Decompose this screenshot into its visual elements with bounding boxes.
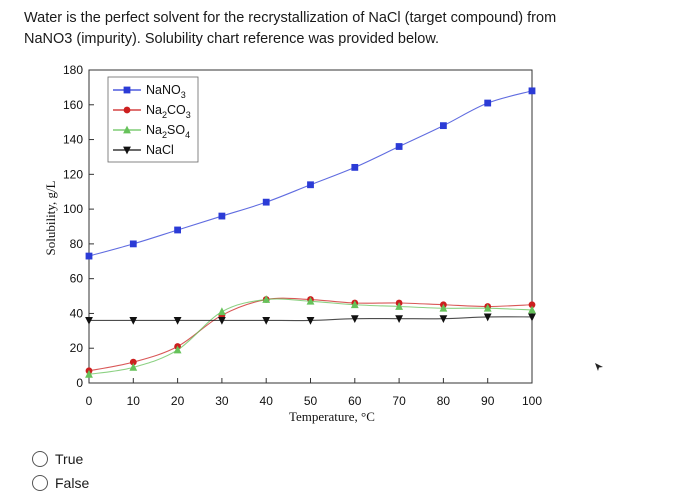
legend-label-part: 2 <box>162 110 167 120</box>
y-tick-label: 120 <box>63 167 83 181</box>
y-tick-label: 140 <box>63 133 83 147</box>
data-point-nacl <box>528 313 536 322</box>
x-tick-label: 60 <box>348 394 362 408</box>
data-point-na2so4 <box>528 305 536 314</box>
data-point-nacl <box>129 317 138 325</box>
y-tick-label: 20 <box>70 341 84 355</box>
x-tick-label: 20 <box>171 394 185 408</box>
data-point-nacl <box>395 315 403 324</box>
series-line-na2co3 <box>88 297 533 372</box>
y-tick-label: 80 <box>70 237 84 251</box>
legend-marker-nano3 <box>123 86 131 94</box>
data-point-nano3 <box>218 212 226 220</box>
legend-label-na2co3: Na2CO3 <box>146 103 191 120</box>
legend-marker-nacl <box>123 146 131 155</box>
data-point-na2co3 <box>129 358 137 366</box>
y-tick-label: 40 <box>70 306 84 320</box>
answer-options: True False <box>32 447 89 495</box>
legend-marker-na2co3 <box>123 106 131 114</box>
legend-label-part: SO <box>167 123 185 137</box>
mouse-cursor-icon <box>595 363 603 371</box>
question-text: Water is the perfect solvent for the rec… <box>24 10 557 47</box>
data-point-nano3 <box>351 163 359 171</box>
legend-label-part: Na <box>146 103 162 117</box>
data-point-nano3 <box>85 252 93 260</box>
data-point-nacl <box>218 317 226 325</box>
option-false-label: False <box>55 475 90 491</box>
legend-label-part: 4 <box>185 130 190 140</box>
legend-label-part: 2 <box>162 130 167 140</box>
data-point-nacl <box>173 317 182 325</box>
y-tick-label: 0 <box>76 376 83 390</box>
legend-label-nano3: NaNO3 <box>146 83 186 100</box>
radio-false[interactable] <box>32 475 48 491</box>
data-point-na2so4 <box>306 296 315 305</box>
legend-label-na2so4: Na2SO4 <box>146 123 190 140</box>
x-tick-label: 10 <box>127 394 141 408</box>
y-tick-label: 180 <box>63 63 83 77</box>
option-false[interactable]: False <box>32 471 89 495</box>
x-tick-label: 50 <box>304 394 318 408</box>
x-tick-label: 70 <box>392 394 406 408</box>
legend-label-part: NaNO <box>146 83 181 97</box>
data-point-nacl <box>439 315 448 324</box>
legend-label-part: Na <box>146 123 162 137</box>
option-true-label: True <box>55 451 84 467</box>
data-point-na2so4 <box>483 303 492 312</box>
data-point-nano3 <box>174 226 181 234</box>
data-point-na2so4 <box>129 362 138 371</box>
data-point-nano3 <box>307 181 314 189</box>
x-tick-label: 40 <box>260 394 274 408</box>
legend-label-part: 3 <box>181 90 186 100</box>
data-point-nano3 <box>528 87 536 95</box>
x-tick-label: 100 <box>522 394 542 408</box>
data-point-na2co3 <box>528 301 536 309</box>
data-point-na2so4 <box>350 300 359 309</box>
legend-label-part: CO <box>167 103 186 117</box>
data-point-nano3 <box>484 99 492 107</box>
data-point-nacl <box>483 313 492 322</box>
legend-label-part: NaCl <box>146 143 174 157</box>
data-point-nacl <box>262 317 271 325</box>
data-point-na2so4 <box>85 369 93 378</box>
data-point-na2so4 <box>439 303 448 312</box>
y-axis-label: Solubility, g/L <box>43 180 58 255</box>
x-tick-label: 90 <box>481 394 495 408</box>
data-point-na2so4 <box>218 307 226 316</box>
legend-label-part: 3 <box>186 110 191 120</box>
x-tick-label: 0 <box>86 394 93 408</box>
data-point-nacl <box>350 315 359 324</box>
legend-box <box>107 76 199 163</box>
y-tick-label: 160 <box>63 98 83 112</box>
option-true[interactable]: True <box>32 447 89 471</box>
radio-true[interactable] <box>32 451 48 467</box>
data-point-na2so4 <box>173 345 182 354</box>
y-tick-label: 60 <box>70 272 84 286</box>
data-point-nacl <box>306 317 315 325</box>
y-tick-label: 100 <box>63 202 83 216</box>
x-tick-label: 30 <box>215 394 229 408</box>
series-line-na2so4 <box>88 298 533 375</box>
x-tick-label: 80 <box>437 394 451 408</box>
x-axis-label: Temperature, °C <box>289 409 375 424</box>
data-point-na2so4 <box>395 302 403 310</box>
data-point-nano3 <box>129 240 137 248</box>
data-point-nacl <box>85 317 93 325</box>
data-point-nano3 <box>262 198 270 206</box>
data-point-nano3 <box>440 122 447 130</box>
legend-marker-na2so4 <box>123 125 131 134</box>
data-point-na2so4 <box>262 295 271 303</box>
legend-label-nacl: NaCl <box>146 143 174 157</box>
data-point-nano3 <box>395 143 403 150</box>
